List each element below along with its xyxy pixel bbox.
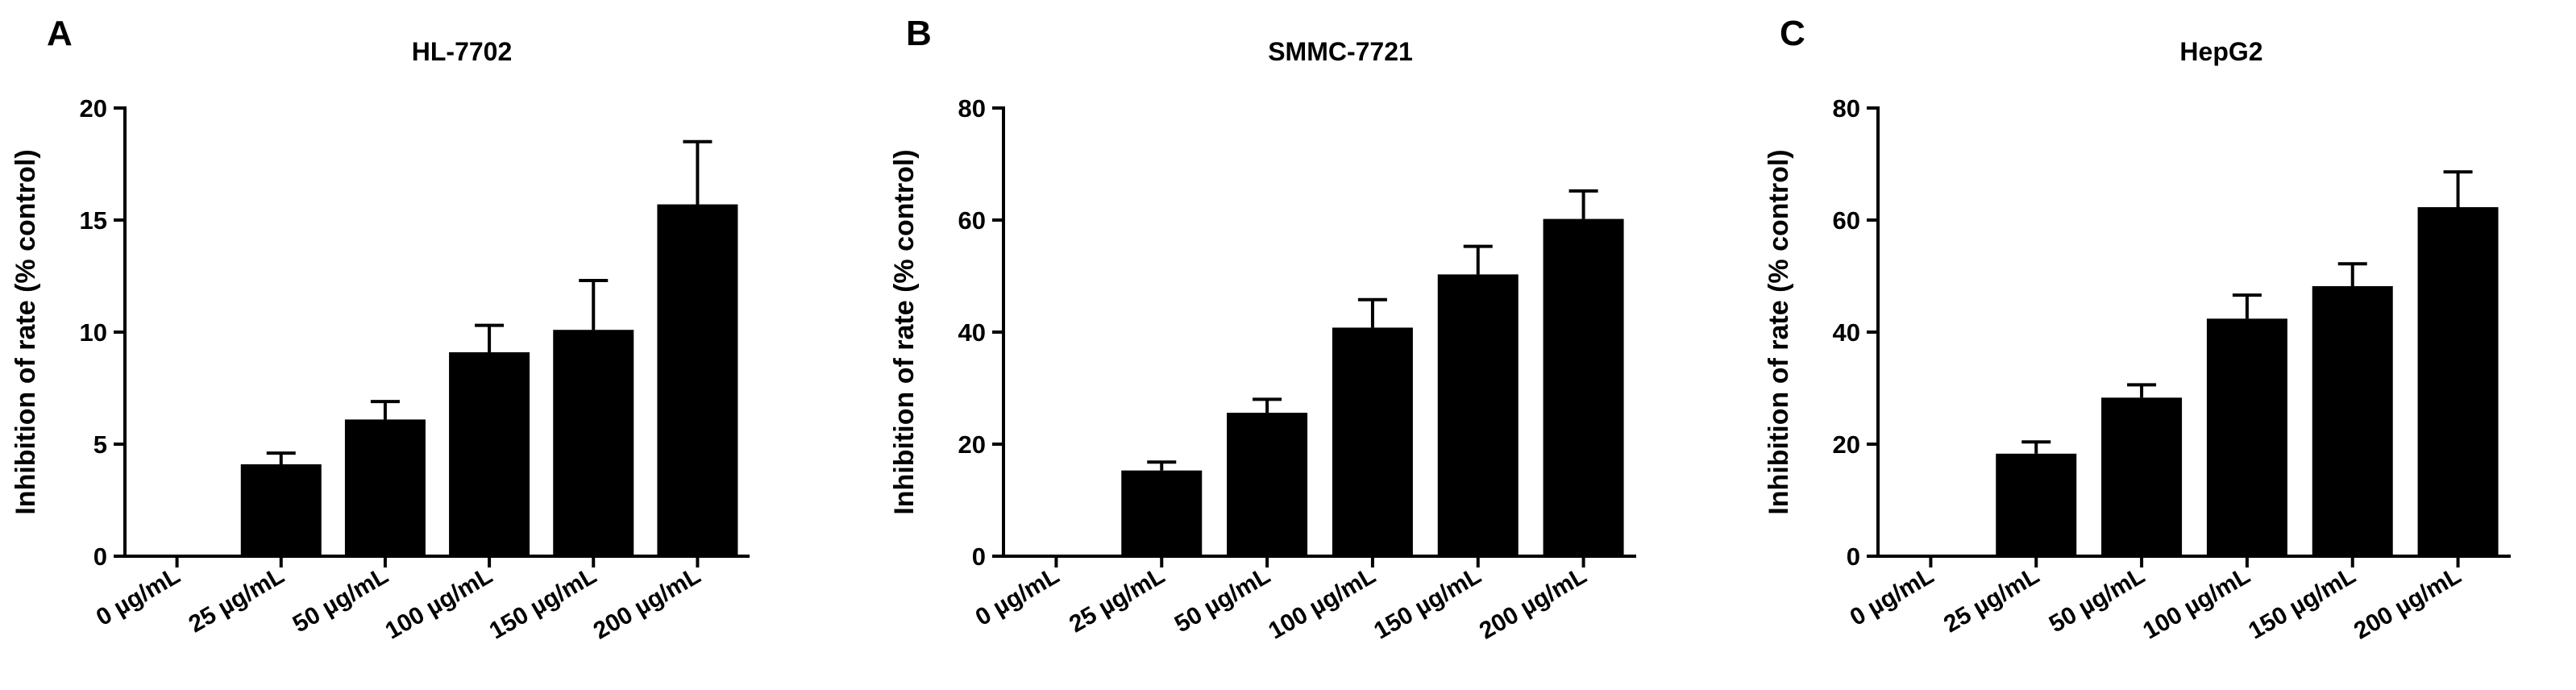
bar xyxy=(2417,207,2499,556)
x-tick-label: 150 µg/mL xyxy=(485,562,601,644)
x-tick-label: 25 µg/mL xyxy=(1065,562,1170,638)
y-axis-label: Inhibition of rate (% control) xyxy=(1764,149,1794,514)
chart-panel-c: C HepG2 Inhibition of rate (% control) 0 20 4… xyxy=(1764,14,2511,645)
bar xyxy=(2206,318,2287,556)
y-tick-label: 20 xyxy=(958,430,986,459)
chart-panel-b: B SMMC-7721 Inhibition of rate (% control)… xyxy=(889,14,1636,645)
x-tick-label: 0 µg/mL xyxy=(971,562,1064,631)
y-tick-label: 0 xyxy=(93,542,107,571)
chart-title: SMMC-7721 xyxy=(1268,37,1413,66)
x-tick-label: 100 µg/mL xyxy=(380,562,497,644)
x-tick-label: 200 µg/mL xyxy=(1475,562,1591,644)
y-tick-label: 5 xyxy=(93,430,107,459)
x-tick-label: 200 µg/mL xyxy=(589,562,705,644)
bar xyxy=(1227,413,1308,556)
x-tick-label: 50 µg/mL xyxy=(289,562,393,638)
x-tick-label: 100 µg/mL xyxy=(2138,562,2254,644)
bar xyxy=(1332,327,1413,556)
x-tick-label: 0 µg/mL xyxy=(92,562,185,631)
chart-title: HepG2 xyxy=(2179,37,2262,66)
y-tick-label: 60 xyxy=(958,206,986,235)
y-axis-label: Inhibition of rate (% control) xyxy=(889,149,920,514)
bar xyxy=(2101,397,2183,556)
bar xyxy=(1121,470,1203,556)
x-tick-label: 25 µg/mL xyxy=(1939,562,2044,638)
x-tick-label: 25 µg/mL xyxy=(185,562,289,638)
y-tick-label: 15 xyxy=(80,206,107,235)
panel-letter: B xyxy=(906,14,932,53)
x-tick-label: 0 µg/mL xyxy=(1846,562,1938,631)
y-tick-label: 0 xyxy=(972,542,986,571)
x-tick-label: 50 µg/mL xyxy=(1170,562,1275,638)
y-tick-label: 20 xyxy=(80,94,107,123)
y-tick-label: 80 xyxy=(958,94,986,123)
bar xyxy=(1437,274,1519,556)
bar xyxy=(2312,286,2393,556)
bar xyxy=(449,352,530,556)
bar xyxy=(240,464,322,556)
bar xyxy=(553,330,634,556)
bar xyxy=(1543,218,1624,556)
y-tick-label: 40 xyxy=(958,318,986,347)
y-tick-label: 60 xyxy=(1833,206,1860,235)
x-tick-label: 150 µg/mL xyxy=(1369,562,1485,644)
y-tick-label: 20 xyxy=(1833,430,1860,459)
bar xyxy=(1996,453,2077,556)
chart-title: HL-7702 xyxy=(412,37,513,66)
y-axis-label: Inhibition of rate (% control) xyxy=(10,149,41,514)
panel-letter: C xyxy=(1780,14,1805,53)
bar xyxy=(344,419,426,556)
chart-panel-a: A HL-7702 Inhibition of rate (% control) 0 5… xyxy=(10,14,750,645)
x-tick-label: 150 µg/mL xyxy=(2244,562,2360,644)
x-tick-label: 100 µg/mL xyxy=(1264,562,1380,644)
panel-letter: A xyxy=(47,14,73,53)
bar xyxy=(657,204,738,557)
y-tick-label: 10 xyxy=(80,318,107,347)
x-tick-label: 50 µg/mL xyxy=(2045,562,2150,638)
y-tick-label: 0 xyxy=(1847,542,1860,571)
y-tick-label: 80 xyxy=(1833,94,1860,123)
x-tick-label: 200 µg/mL xyxy=(2350,562,2466,644)
y-tick-label: 40 xyxy=(1833,318,1860,347)
